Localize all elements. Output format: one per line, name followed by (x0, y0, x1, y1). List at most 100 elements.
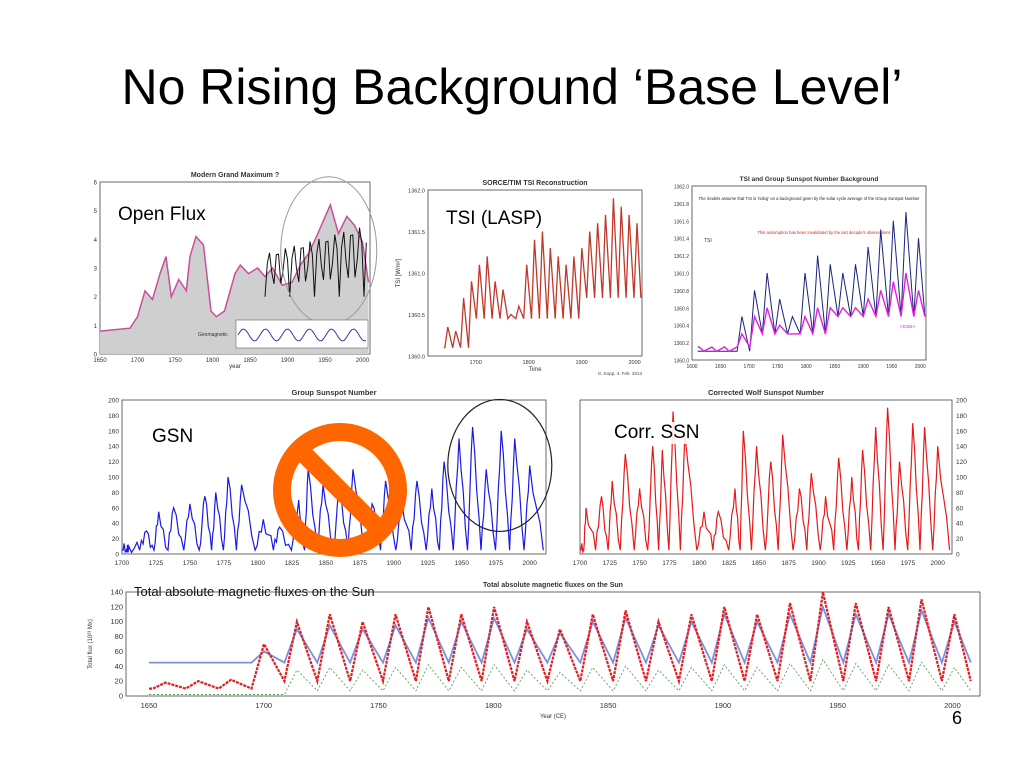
y-tick-label: 1360.0 (408, 355, 425, 361)
y-tick-label: 40 (115, 662, 123, 671)
y-tick-label: 1361.6 (674, 219, 690, 225)
y-tick-label: 40 (112, 521, 120, 528)
ssn-svg: Corrected Wolf Sunspot Number 1700 1725 175… (573, 388, 967, 567)
tsi-credit: G. Kopp, 4. Feb. 2013 (598, 371, 643, 376)
y-tick-label: 1361.8 (674, 202, 690, 208)
y-tick-label: 120 (110, 602, 123, 611)
y-tick-label: 200 (956, 398, 967, 405)
x-tick-label: 1875 (781, 560, 796, 567)
y-tick-label: 120 (108, 459, 119, 466)
x-tick-label: 1850 (600, 701, 617, 710)
x-tick-label: 1950 (886, 364, 897, 370)
y-tick-label: 1360.0 (674, 359, 690, 365)
x-tick-label: 1775 (662, 560, 677, 567)
y-tick-label: 180 (956, 413, 967, 420)
x-tick-label: 1800 (251, 560, 266, 567)
tsi-gsn-note-1: The models assume that TSI is 'riding' o… (698, 196, 920, 201)
magnetic-flux-chart: Total absolute magnetic fluxes on the Su… (84, 580, 988, 720)
chart-title: Corrected Wolf Sunspot Number (708, 388, 824, 397)
x-tick-label: 1750 (772, 364, 783, 370)
x-tick-label: 1950 (455, 560, 470, 567)
page-number: 6 (951, 708, 962, 728)
x-tick-label: 2000 (356, 358, 370, 364)
x-tick-label: 1750 (632, 560, 647, 567)
x-tick-label: 1700 (115, 560, 130, 567)
series-line-gsn (697, 272, 926, 353)
y-tick-label: 140 (108, 444, 119, 451)
plot-frame (691, 185, 927, 361)
chart-title: Group Sunspot Number (292, 388, 377, 397)
y-tick-label: 3 (94, 267, 98, 273)
y-tick-label: 1361.4 (674, 237, 690, 243)
x-tick-label: 1975 (488, 560, 503, 567)
y-tick-label: 4 (94, 238, 98, 244)
x-tick-label: 2000 (915, 364, 926, 370)
x-tick-label: 1700 (573, 560, 588, 567)
y-tick-label: 20 (115, 677, 123, 686)
y-tick-label: 1361.0 (408, 272, 425, 278)
y-tick-label: 180 (108, 413, 119, 420)
open-flux-label: Open Flux (118, 204, 206, 226)
y-tick-label: 140 (956, 444, 967, 451)
chart-title: SORCE/TIM TSI Reconstruction (482, 180, 587, 187)
open-flux-line (99, 202, 370, 332)
x-tick-label: 1900 (387, 560, 402, 567)
flux-title: Total absolute magnetic fluxes on the Su… (134, 584, 375, 599)
flux-series-green (149, 658, 972, 695)
y-tick-label: 160 (956, 428, 967, 435)
y-tick-label: 1360.4 (674, 324, 690, 330)
x-tick-label: 1750 (370, 701, 387, 710)
y-tick-label: 0 (115, 552, 119, 559)
y-tick-label: 20 (956, 536, 964, 543)
y-tick-label: 80 (115, 632, 123, 641)
y-tick-label: 60 (115, 647, 123, 656)
x-axis-label: Time (528, 367, 542, 373)
x-tick-label: 1700 (744, 364, 755, 370)
x-tick-label: 1925 (841, 560, 856, 567)
x-tick-label: 2000 (522, 560, 537, 567)
y-tick-label: 100 (110, 617, 123, 626)
x-tick-label: 1825 (285, 560, 300, 567)
y-tick-label: 1361.5 (408, 230, 425, 236)
y-tick-label: 80 (112, 490, 120, 497)
y-tick-label: 1362.0 (674, 185, 690, 191)
prohibition-icon (273, 423, 407, 557)
tsi-series-line (443, 198, 642, 349)
x-tick-label: 1700 (131, 358, 145, 364)
y-tick-label: 80 (956, 490, 964, 497)
open-flux-chart: Modern Grand Maximum ? 1650 1700 1750 1800 18… (86, 170, 378, 370)
tsi-gsn-note-2: This assumption has been invalidated by … (757, 230, 890, 235)
x-tick-label: 1750 (183, 560, 198, 567)
x-tick-label: 1725 (149, 560, 164, 567)
y-tick-label: 1360.6 (674, 306, 690, 312)
gsn-series-tag: <GSN> (900, 324, 915, 329)
x-tick-label: 1900 (858, 364, 869, 370)
tsi-series-tag: TSI (704, 238, 712, 244)
y-tick-label: 1360.5 (408, 313, 425, 319)
x-tick-label: 1900 (811, 560, 826, 567)
y-tick-label: 60 (112, 505, 120, 512)
geomagnetic-line (237, 328, 367, 342)
geomagnetic-annotation: Geomagnetic (198, 332, 228, 338)
corr-ssn-label: Corr. SSN (614, 422, 700, 444)
corrected-wolf-chart: Corrected Wolf Sunspot Number 1700 1725 175… (566, 384, 984, 576)
y-tick-label: 1361.0 (674, 272, 690, 278)
highlight-ellipse (447, 398, 553, 533)
y-tick-label: 100 (108, 475, 119, 482)
x-tick-label: 1850 (829, 364, 840, 370)
y-tick-label: 120 (956, 459, 967, 466)
x-tick-label: 1900 (715, 701, 732, 710)
x-tick-label: 1800 (801, 364, 812, 370)
tsi-gsn-svg: TSI and Group Sunspot Number Background 1… (674, 176, 927, 370)
x-tick-label: 1600 (686, 364, 697, 370)
tsi-gsn-background-chart: TSI and Group Sunspot Number Background 1… (664, 170, 966, 382)
chart-title: Total absolute magnetic fluxes on the Su… (483, 582, 623, 589)
x-tick-label: 1800 (206, 358, 220, 364)
sunspot-series-line (122, 426, 544, 554)
y-tick-label: 5 (94, 209, 98, 215)
x-tick-label: 1850 (243, 358, 257, 364)
y-tick-label: 160 (108, 428, 119, 435)
tsi-lasp-label: TSI (LASP) (446, 208, 543, 230)
x-tick-label: 1800 (692, 560, 707, 567)
x-tick-label: 1800 (485, 701, 502, 710)
